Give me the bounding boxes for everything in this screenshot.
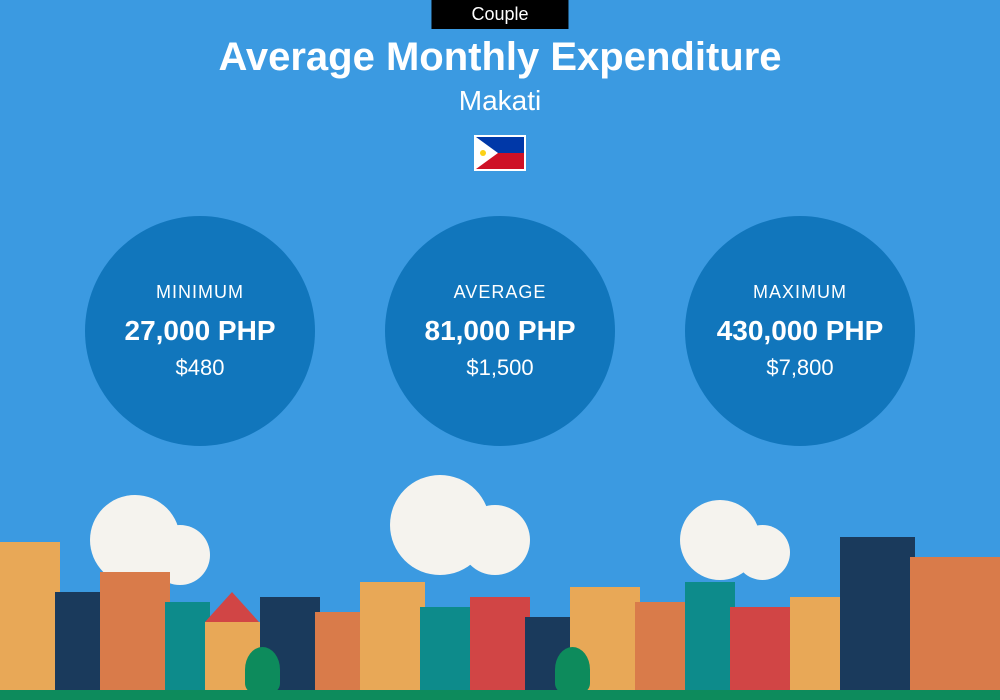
badge-text: Couple xyxy=(471,4,528,24)
grass-strip xyxy=(0,690,1000,700)
building-shape xyxy=(730,607,795,692)
building-shape xyxy=(685,582,735,692)
stat-value-usd: $1,500 xyxy=(466,355,533,381)
stat-value-usd: $7,800 xyxy=(766,355,833,381)
stat-value-usd: $480 xyxy=(176,355,225,381)
building-shape xyxy=(635,602,690,692)
tree-shape xyxy=(245,647,280,692)
building-shape xyxy=(100,572,170,692)
stat-label: MAXIMUM xyxy=(753,282,847,303)
flag-sun xyxy=(480,150,486,156)
tree-shape xyxy=(555,647,590,692)
maximum-stat-circle: MAXIMUM 430,000 PHP $7,800 xyxy=(685,216,915,446)
building-shape xyxy=(790,597,845,692)
cloud-shape xyxy=(460,505,530,575)
building-shape xyxy=(315,612,365,692)
building-shape xyxy=(910,557,1000,692)
location-subtitle: Makati xyxy=(0,85,1000,117)
cloud-shape xyxy=(735,525,790,580)
stat-circles-container: MINIMUM 27,000 PHP $480 AVERAGE 81,000 P… xyxy=(0,216,1000,446)
average-stat-circle: AVERAGE 81,000 PHP $1,500 xyxy=(385,216,615,446)
building-shape xyxy=(0,542,60,692)
stat-label: MINIMUM xyxy=(156,282,244,303)
cityscape-illustration xyxy=(0,500,1000,700)
stat-label: AVERAGE xyxy=(454,282,547,303)
philippines-flag-icon xyxy=(474,135,526,171)
stat-value-php: 27,000 PHP xyxy=(125,315,276,347)
building-shape xyxy=(165,602,210,692)
building-shape xyxy=(420,607,475,692)
building-shape xyxy=(470,597,530,692)
page-title: Average Monthly Expenditure xyxy=(0,35,1000,80)
building-shape xyxy=(840,537,915,692)
minimum-stat-circle: MINIMUM 27,000 PHP $480 xyxy=(85,216,315,446)
stat-value-php: 81,000 PHP xyxy=(425,315,576,347)
stat-value-php: 430,000 PHP xyxy=(717,315,884,347)
building-shape xyxy=(55,592,105,692)
roof-shape xyxy=(205,592,259,622)
building-shape xyxy=(360,582,425,692)
category-badge: Couple xyxy=(431,0,568,29)
